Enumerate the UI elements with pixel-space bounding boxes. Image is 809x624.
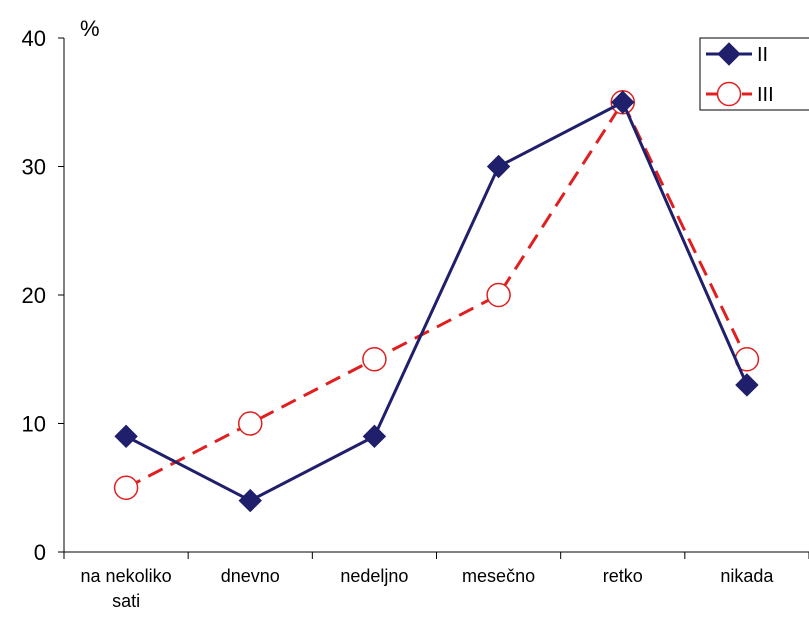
y-tick-label: 40 (22, 26, 46, 51)
data-point-III (486, 282, 511, 308)
data-point-II (735, 373, 759, 397)
y-ticks: 0 10 20 30 40 (22, 26, 64, 565)
data-point-II (486, 154, 511, 179)
x-category-label: mesečno (462, 566, 535, 586)
data-point-III (362, 347, 387, 372)
y-tick-label: 10 (22, 412, 46, 437)
y-axis-unit-label: % (80, 16, 100, 41)
data-point-III (238, 411, 263, 436)
x-category-label: na nekoliko sati (81, 566, 172, 611)
x-category-label: nedeljno (340, 566, 408, 586)
x-category-label: dnevno (221, 566, 280, 586)
legend-label: II (757, 44, 768, 66)
data-point-II (114, 424, 138, 449)
series-line-III (125, 99, 749, 490)
series-II (114, 90, 759, 513)
y-tick-label: 30 (22, 155, 46, 180)
y-tick-label: 20 (22, 283, 46, 308)
x-category-label: retko (603, 566, 643, 586)
y-tick-label: 0 (34, 540, 46, 565)
category-labels: na nekoliko sati dnevno nedeljno mesečno retk… (63, 552, 809, 611)
series-layer (113, 90, 760, 513)
legend-swatch-marker (717, 42, 741, 66)
series-III (113, 90, 760, 500)
series-line-II (125, 100, 749, 503)
data-point-II (362, 424, 387, 449)
x-category-label: nikada (720, 566, 774, 586)
data-point-III (113, 475, 139, 500)
legend-label: III (757, 84, 774, 106)
legend-swatch-marker (716, 81, 742, 107)
axes (63, 38, 809, 553)
legend-box (699, 37, 809, 111)
data-point-II (238, 488, 262, 513)
data-point-II (611, 90, 635, 114)
